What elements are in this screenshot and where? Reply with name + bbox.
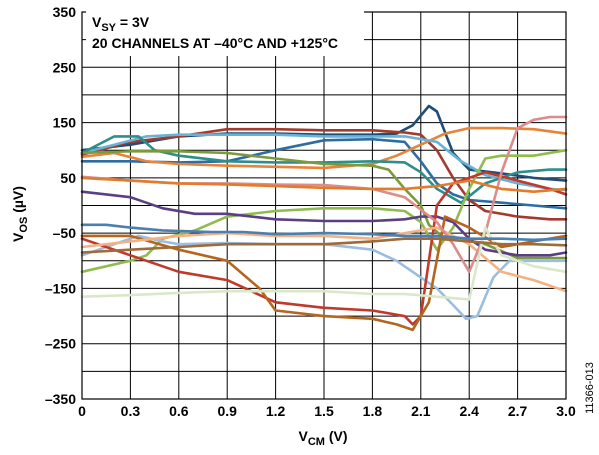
y-axis-title: VOS (µV) bbox=[10, 186, 30, 242]
y-tick-label: 150 bbox=[53, 115, 77, 131]
series-line-16 bbox=[80, 223, 568, 242]
series-line-11 bbox=[80, 171, 568, 326]
series-line-2 bbox=[80, 137, 568, 210]
annotation-line-1: VSY = 3V bbox=[92, 14, 150, 34]
x-tick-label: 0.9 bbox=[217, 403, 237, 419]
y-tick-labels: 350 250 150 50 –50 –150 –250 –350 bbox=[45, 4, 76, 407]
x-tick-labels: 0 0.3 0.6 0.9 1.2 1.5 1.8 2.1 2.4 2.7 3.0 bbox=[78, 403, 576, 419]
series-line-5 bbox=[80, 133, 568, 192]
series-line-17 bbox=[80, 176, 568, 193]
x-tick-label: 0.3 bbox=[121, 403, 141, 419]
y-tick-label: 250 bbox=[53, 59, 77, 75]
series-line-15 bbox=[80, 226, 568, 301]
x-tick-label: 1.8 bbox=[363, 403, 383, 419]
x-tick-label: 3.0 bbox=[556, 403, 576, 419]
x-tick-label: 2.7 bbox=[508, 403, 528, 419]
annotation-line-2: 20 CHANNELS AT –40°C AND +125°C bbox=[92, 35, 338, 51]
x-tick-label: 1.2 bbox=[266, 403, 286, 419]
y-tick-label: 50 bbox=[60, 170, 76, 186]
x-tick-label: 2.4 bbox=[459, 403, 479, 419]
series-line-10 bbox=[80, 234, 568, 321]
series-line-12 bbox=[80, 215, 568, 332]
series-line-9 bbox=[80, 190, 568, 257]
annotation: VSY = 3V 20 CHANNELS AT –40°C AND +125°C bbox=[86, 10, 364, 56]
series-line-4 bbox=[80, 126, 568, 170]
series-group bbox=[80, 104, 568, 332]
x-tick-label: 0 bbox=[78, 403, 86, 419]
y-tick-label: –50 bbox=[53, 225, 77, 241]
y-tick-label: –250 bbox=[45, 336, 76, 352]
series-line-3 bbox=[80, 127, 568, 221]
y-tick-label: –350 bbox=[45, 391, 76, 407]
x-axis-title: VCM (V) bbox=[298, 428, 347, 448]
annotation-background bbox=[86, 10, 364, 56]
x-tick-label: 0.6 bbox=[169, 403, 189, 419]
figure-id: 11366-013 bbox=[584, 362, 596, 414]
x-tick-label: 2.1 bbox=[411, 403, 431, 419]
series-line-6 bbox=[80, 135, 568, 204]
y-tick-label: 350 bbox=[53, 4, 77, 20]
series-line-13 bbox=[80, 226, 568, 293]
series-line-18 bbox=[80, 237, 568, 254]
y-tick-label: –150 bbox=[45, 280, 76, 296]
x-tick-label: 1.5 bbox=[314, 403, 334, 419]
